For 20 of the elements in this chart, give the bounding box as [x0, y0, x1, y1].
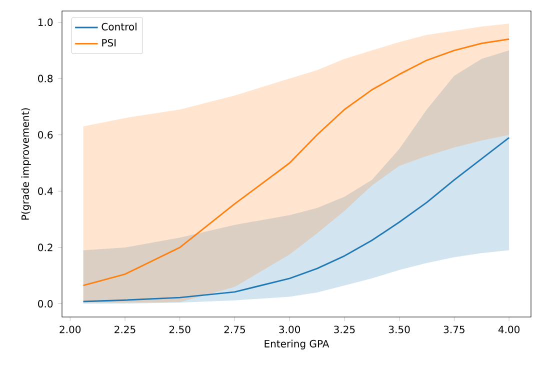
x-tick-label: 2.50	[169, 326, 190, 334]
x-tick-label: 2.25	[114, 326, 136, 334]
y-tick-label: 1.0	[38, 18, 53, 26]
legend-label: Control	[102, 22, 136, 30]
y-tick-label: 0.6	[38, 131, 53, 139]
x-tick-label: 3.25	[334, 326, 355, 334]
x-tick-label: 2.75	[224, 326, 245, 334]
y-tick-label: 0.2	[38, 244, 52, 252]
x-tick-label: 4.00	[498, 326, 520, 334]
y-axis-title: P(grade improvement)	[21, 108, 31, 220]
legend-label: PSI	[102, 38, 116, 47]
x-axis-title: Entering GPA	[264, 340, 330, 350]
x-tick-label: 3.50	[388, 326, 410, 334]
y-tick-label: 0.4	[38, 187, 53, 195]
x-tick-label: 3.00	[279, 326, 300, 334]
line-series	[82, 136, 510, 302]
y-tick-label: 0.0	[38, 300, 53, 308]
x-tick-label: 3.75	[444, 326, 464, 334]
x-tick-label: 2.00	[60, 326, 81, 334]
y-tick-label: 0.8	[38, 74, 53, 82]
